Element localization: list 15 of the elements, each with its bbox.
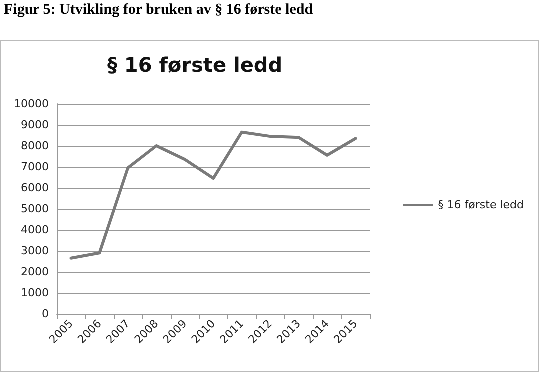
y-tick-label: 0 — [42, 308, 49, 320]
y-tick-label: 8000 — [21, 140, 49, 152]
y-tick-label: 2000 — [21, 266, 49, 278]
legend-label: § 16 første ledd — [438, 198, 524, 212]
y-tick-label: 6000 — [21, 182, 49, 194]
y-tick-label: 9000 — [21, 118, 49, 132]
text: Figur 5: Utvikling for bruken av § 16 første ledd — [4, 2, 314, 19]
chart-title: § 16 første ledd — [107, 53, 283, 77]
y-tick-label: 3000 — [21, 244, 49, 258]
line-series — [70, 130, 358, 260]
y-tick-label: 4000 — [21, 224, 49, 236]
y-tick-label: 7000 — [21, 160, 49, 174]
y-tick-label: 1000 — [21, 286, 49, 300]
y-tick-label: 10000 — [14, 98, 49, 110]
y-tick-label: 5000 — [21, 202, 49, 216]
